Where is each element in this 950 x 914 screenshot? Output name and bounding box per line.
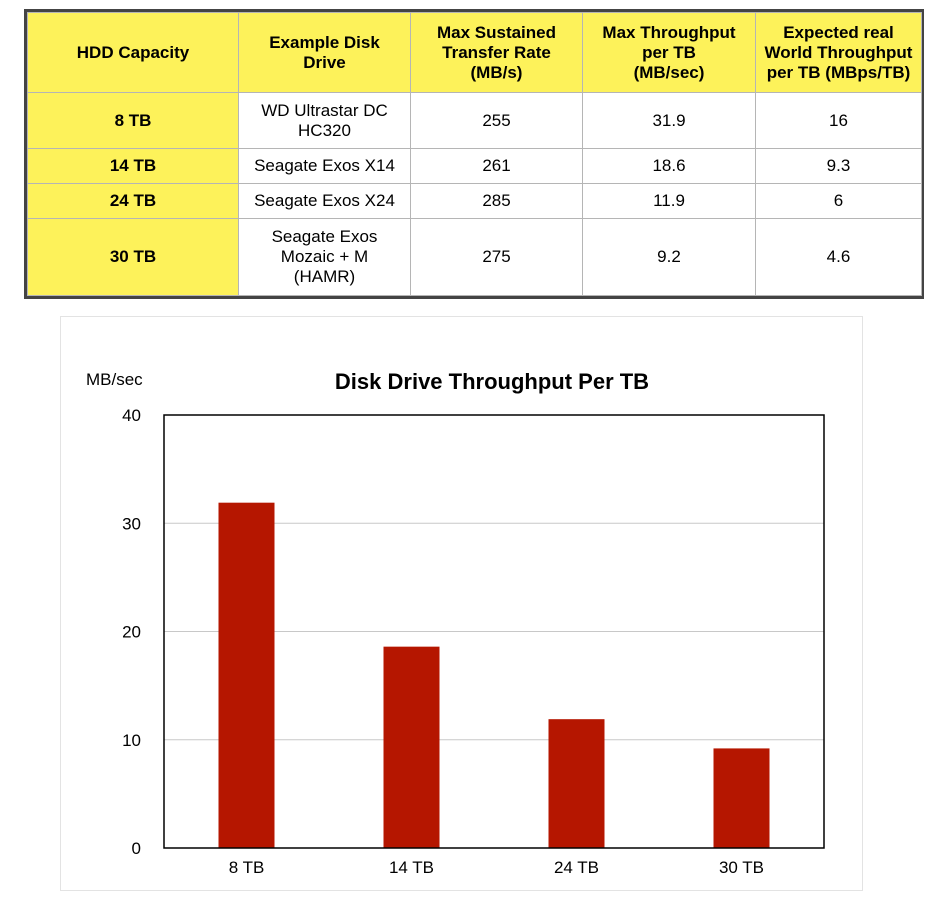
chart-title: Disk Drive Throughput Per TB [335,369,649,394]
cell-capacity: 8 TB [27,92,239,149]
cell-transfer-rate: 275 [410,218,583,296]
y-tick-label: 40 [122,406,141,425]
y-tick-label: 10 [122,731,141,750]
bar-24-tb [548,719,605,848]
table-row: 30 TB Seagate Exos Mozaic + M (HAMR) 275… [27,218,922,296]
y-tick-label: 30 [122,514,141,533]
x-tick-label: 14 TB [389,858,434,877]
x-tick-label: 24 TB [554,858,599,877]
cell-max-throughput: 9.2 [582,218,756,296]
cell-transfer-rate: 255 [410,92,583,149]
header-max-sustained-transfer: Max Sustained Transfer Rate (MB/s) [410,12,583,93]
table-header-row: HDD Capacity Example Disk Drive Max Sust… [27,12,922,93]
cell-drive: WD Ultrastar DC HC320 [238,92,411,149]
cell-expected-throughput: 6 [755,183,922,219]
y-axis-label: MB/sec [86,370,143,389]
cell-expected-throughput: 9.3 [755,148,922,184]
bar-8-tb [218,502,275,848]
cell-drive: Seagate Exos X24 [238,183,411,219]
cell-capacity: 24 TB [27,183,239,219]
cell-max-throughput: 18.6 [582,148,756,184]
bars [218,502,770,848]
table-row: 14 TB Seagate Exos X14 261 18.6 9.3 [27,148,922,184]
cell-drive: Seagate Exos X14 [238,148,411,184]
throughput-table-container: HDD Capacity Example Disk Drive Max Sust… [24,9,924,299]
cell-transfer-rate: 285 [410,183,583,219]
cell-expected-throughput: 4.6 [755,218,922,296]
cell-max-throughput: 11.9 [582,183,756,219]
plot-frame [163,414,825,849]
bar-30-tb [713,748,770,848]
header-max-throughput-per-tb: Max Throughput per TB (MB/sec) [582,12,756,93]
x-tick-label: 30 TB [719,858,764,877]
bar-14-tb [383,646,440,848]
cell-transfer-rate: 261 [410,148,583,184]
table-row: 24 TB Seagate Exos X24 285 11.9 6 [27,183,922,219]
throughput-table: HDD Capacity Example Disk Drive Max Sust… [27,12,922,296]
y-tick-label: 0 [132,839,141,858]
cell-expected-throughput: 16 [755,92,922,149]
table-row: 8 TB WD Ultrastar DC HC320 255 31.9 16 [27,92,922,149]
cell-capacity: 30 TB [27,218,239,296]
cell-max-throughput: 31.9 [582,92,756,149]
header-expected-real-world: Expected real World Throughput per TB (M… [755,12,922,93]
header-hdd-capacity: HDD Capacity [27,12,239,93]
tick-labels: 0 10 20 30 40 8 TB 14 TB 24 TB 30 TB [122,406,764,877]
x-tick-label: 8 TB [229,858,265,877]
cell-capacity: 14 TB [27,148,239,184]
throughput-chart: Disk Drive Throughput Per TB MB/sec 0 10 2… [60,316,863,891]
header-example-drive: Example Disk Drive [238,12,411,93]
chart-svg: Disk Drive Throughput Per TB MB/sec 0 10 2… [86,369,825,877]
cell-drive: Seagate Exos Mozaic + M (HAMR) [238,218,411,296]
y-tick-label: 20 [122,623,141,642]
